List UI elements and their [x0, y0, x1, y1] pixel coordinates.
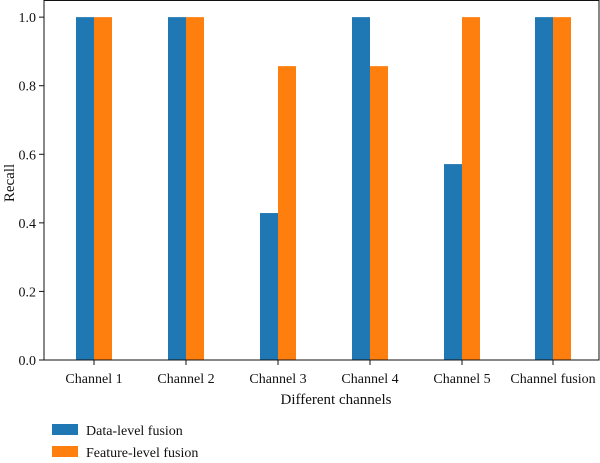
y-tick-label: 0.2	[19, 285, 37, 300]
y-tick-label: 0.4	[19, 217, 37, 232]
x-axis-title: Different channels	[281, 392, 392, 408]
axes-frame	[43, 0, 600, 361]
plot-frame	[43, 0, 600, 361]
y-tick-label: 0.6	[19, 148, 37, 163]
bar-feature-level	[462, 17, 480, 361]
bar-feature-level	[553, 17, 571, 361]
bar-data-level	[535, 17, 553, 361]
x-tick-label: Channel 1	[65, 372, 122, 387]
tick-layer: 0.0 0.2 0.4 0.6 0.8 1.0 Channel 1 Channel 2 Chan…	[19, 11, 596, 387]
x-tick-label: Channel 4	[341, 372, 398, 387]
legend-swatch-feature-level	[52, 446, 78, 457]
legend: Data-level fusion Feature-level fusion	[52, 424, 198, 461]
x-tick-label: Channel fusion	[510, 372, 595, 387]
bar-data-level	[168, 17, 186, 361]
bars-layer	[76, 17, 571, 361]
legend-label-data-level: Data-level fusion	[86, 424, 183, 439]
bar-feature-level	[94, 17, 112, 361]
bar-data-level	[76, 17, 94, 361]
bar-data-level	[260, 213, 278, 360]
x-tick-label: Channel 5	[433, 372, 490, 387]
bar-feature-level	[186, 17, 204, 361]
bar-data-level	[352, 17, 370, 361]
bar-feature-level	[278, 66, 296, 360]
x-tick-label: Channel 3	[249, 372, 306, 387]
y-tick-label: 0.8	[19, 80, 37, 95]
x-tick-label: Channel 2	[157, 372, 214, 387]
y-axis-title: Recall	[2, 164, 18, 202]
bar-feature-level	[370, 66, 388, 360]
bar-data-level	[444, 164, 462, 360]
legend-swatch-data-level	[52, 424, 78, 435]
legend-label-feature-level: Feature-level fusion	[86, 446, 198, 461]
y-tick-label: 1.0	[19, 11, 37, 26]
y-tick-label: 0.0	[19, 354, 37, 369]
